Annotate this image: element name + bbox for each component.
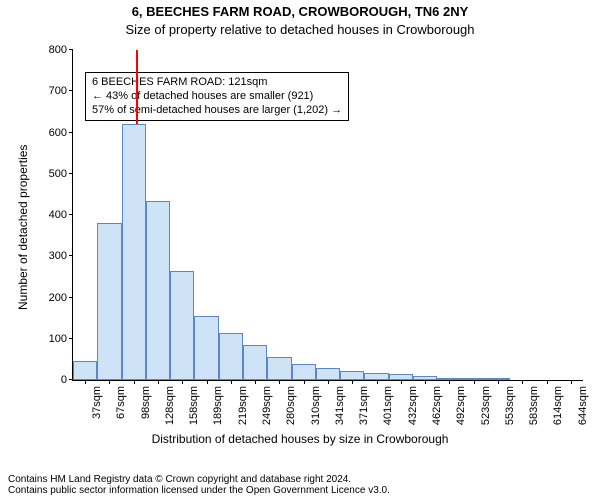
x-tick-label: 280sqm bbox=[283, 386, 297, 425]
x-tick-mark bbox=[134, 380, 135, 384]
x-tick-mark bbox=[401, 380, 402, 384]
y-tick-label: 200 bbox=[49, 292, 73, 304]
x-tick-mark bbox=[279, 380, 280, 384]
histogram-bar bbox=[292, 364, 316, 380]
x-tick-label: 401sqm bbox=[381, 386, 395, 425]
x-tick-mark bbox=[304, 380, 305, 384]
x-tick-label: 158sqm bbox=[186, 386, 200, 425]
y-tick-mark bbox=[69, 338, 73, 339]
x-tick-label: 492sqm bbox=[453, 386, 467, 425]
y-tick-mark bbox=[69, 49, 73, 50]
x-axis-label: Distribution of detached houses by size … bbox=[0, 432, 600, 446]
x-tick-label: 249sqm bbox=[259, 386, 273, 425]
y-tick-label: 0 bbox=[61, 374, 73, 386]
x-tick-label: 341sqm bbox=[332, 386, 346, 425]
histogram-bar bbox=[340, 371, 364, 380]
histogram-bar bbox=[122, 124, 146, 380]
footer-line1: Contains HM Land Registry data © Crown c… bbox=[8, 474, 390, 485]
x-tick-mark bbox=[474, 380, 475, 384]
annotation-line: ← 43% of detached houses are smaller (92… bbox=[92, 90, 342, 104]
x-tick-label: 219sqm bbox=[235, 386, 249, 425]
x-tick-mark bbox=[377, 380, 378, 384]
histogram-bar bbox=[364, 373, 388, 380]
histogram-plot: 6 BEECHES FARM ROAD: 121sqm← 43% of deta… bbox=[72, 50, 583, 381]
y-tick-mark bbox=[69, 255, 73, 256]
x-tick-label: 462sqm bbox=[429, 386, 443, 425]
x-tick-mark bbox=[547, 380, 548, 384]
x-tick-label: 583sqm bbox=[526, 386, 540, 425]
y-tick-label: 800 bbox=[49, 44, 73, 56]
y-tick-mark bbox=[69, 132, 73, 133]
y-tick-label: 100 bbox=[49, 333, 73, 345]
footer: Contains HM Land Registry data © Crown c… bbox=[8, 474, 390, 496]
x-tick-label: 128sqm bbox=[162, 386, 176, 425]
annotation-box: 6 BEECHES FARM ROAD: 121sqm← 43% of deta… bbox=[85, 72, 349, 121]
y-tick-label: 300 bbox=[49, 250, 73, 262]
footer-line2: Contains public sector information licen… bbox=[8, 485, 390, 496]
x-tick-mark bbox=[255, 380, 256, 384]
annotation-line: 57% of semi-detached houses are larger (… bbox=[92, 104, 342, 118]
x-tick-mark bbox=[85, 380, 86, 384]
x-tick-label: 371sqm bbox=[356, 386, 370, 425]
x-tick-mark bbox=[425, 380, 426, 384]
title-line2: Size of property relative to detached ho… bbox=[0, 22, 600, 37]
x-tick-mark bbox=[109, 380, 110, 384]
x-tick-mark bbox=[158, 380, 159, 384]
x-tick-mark bbox=[182, 380, 183, 384]
y-tick-label: 600 bbox=[49, 127, 73, 139]
x-tick-label: 523sqm bbox=[478, 386, 492, 425]
histogram-bar bbox=[194, 316, 218, 380]
histogram-bar bbox=[73, 361, 97, 380]
x-tick-mark bbox=[449, 380, 450, 384]
histogram-bar bbox=[267, 357, 291, 380]
y-tick-mark bbox=[69, 173, 73, 174]
x-tick-label: 553sqm bbox=[502, 386, 516, 425]
histogram-bar bbox=[243, 345, 267, 380]
x-tick-label: 98sqm bbox=[138, 386, 152, 419]
x-tick-label: 37sqm bbox=[89, 386, 103, 419]
x-tick-label: 67sqm bbox=[113, 386, 127, 419]
x-tick-label: 189sqm bbox=[211, 386, 225, 425]
y-tick-mark bbox=[69, 90, 73, 91]
y-tick-mark bbox=[69, 297, 73, 298]
x-tick-label: 614sqm bbox=[551, 386, 565, 425]
histogram-bar bbox=[219, 333, 243, 380]
x-tick-mark bbox=[352, 380, 353, 384]
x-tick-mark bbox=[498, 380, 499, 384]
histogram-bar bbox=[97, 223, 121, 380]
x-tick-mark bbox=[231, 380, 232, 384]
x-tick-mark bbox=[207, 380, 208, 384]
y-tick-label: 400 bbox=[49, 209, 73, 221]
y-tick-label: 700 bbox=[49, 85, 73, 97]
histogram-bar bbox=[146, 201, 170, 380]
y-tick-label: 500 bbox=[49, 168, 73, 180]
x-tick-label: 310sqm bbox=[308, 386, 322, 425]
title-line1: 6, BEECHES FARM ROAD, CROWBOROUGH, TN6 2… bbox=[0, 4, 600, 19]
x-tick-mark bbox=[522, 380, 523, 384]
histogram-bar bbox=[316, 368, 340, 380]
histogram-bar bbox=[170, 271, 194, 380]
annotation-line: 6 BEECHES FARM ROAD: 121sqm bbox=[92, 76, 342, 90]
y-tick-mark bbox=[69, 214, 73, 215]
x-tick-label: 432sqm bbox=[405, 386, 419, 425]
x-tick-label: 644sqm bbox=[575, 386, 589, 425]
x-tick-mark bbox=[328, 380, 329, 384]
y-axis-label: Number of detached properties bbox=[16, 145, 30, 310]
x-tick-mark bbox=[571, 380, 572, 384]
